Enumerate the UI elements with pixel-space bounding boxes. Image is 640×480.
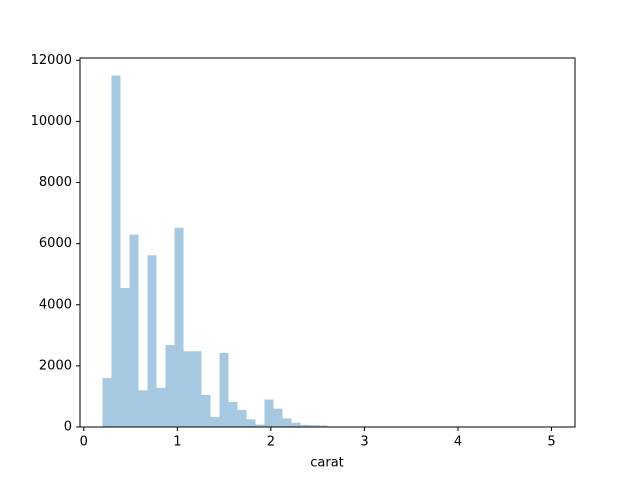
plot-frame <box>79 57 576 428</box>
bar <box>246 419 256 427</box>
bar <box>201 394 211 427</box>
bar <box>102 378 112 427</box>
bar <box>156 387 166 427</box>
bar <box>147 255 157 427</box>
bar <box>219 353 229 427</box>
x-tick-label: 2 <box>267 435 275 450</box>
bar <box>174 227 184 427</box>
x-axis-label: carat <box>310 456 344 471</box>
y-tick-label: 0 <box>64 420 72 435</box>
bar <box>192 351 202 427</box>
y-tick-label: 2000 <box>39 358 72 373</box>
bar <box>183 351 193 427</box>
bar <box>165 345 175 427</box>
y-tick-label: 6000 <box>39 236 72 251</box>
x-tick-label: 5 <box>547 435 555 450</box>
bar <box>291 422 301 427</box>
bar <box>282 418 292 427</box>
bar <box>300 424 310 427</box>
bar <box>228 401 238 427</box>
bar <box>318 425 328 427</box>
bar <box>111 75 121 428</box>
bar <box>120 287 130 427</box>
bar <box>309 425 319 427</box>
y-tick-label: 10000 <box>31 114 72 129</box>
y-tick-label: 12000 <box>31 53 72 68</box>
x-tick-label: 1 <box>173 435 181 450</box>
y-tick-label: 8000 <box>39 175 72 190</box>
y-tick-label: 4000 <box>39 297 72 312</box>
bar <box>210 416 220 427</box>
bar <box>273 408 283 427</box>
x-tick-label: 4 <box>454 435 462 450</box>
bar <box>237 409 247 427</box>
bar <box>138 390 148 427</box>
bar <box>129 234 139 427</box>
bar <box>264 399 274 427</box>
x-tick-label: 3 <box>360 435 368 450</box>
bar <box>255 424 265 427</box>
x-tick-label: 0 <box>80 435 88 450</box>
